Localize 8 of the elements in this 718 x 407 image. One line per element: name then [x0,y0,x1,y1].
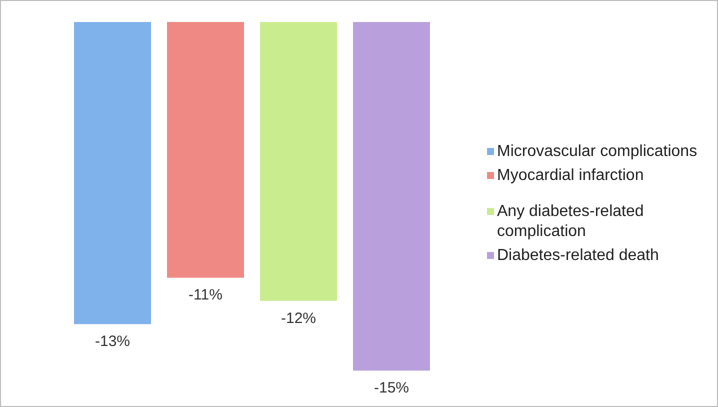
data-label: -13% [94,333,130,350]
legend-label: Microvascular complications [497,142,698,162]
data-label: -12% [280,310,316,327]
legend-label: Diabetes-related death [497,246,659,266]
legend-label: Any diabetes-related complication [497,202,645,242]
data-label: -15% [374,380,410,397]
data-label: -11% [188,286,222,304]
legend-label: Myocardial infarction [497,166,644,186]
